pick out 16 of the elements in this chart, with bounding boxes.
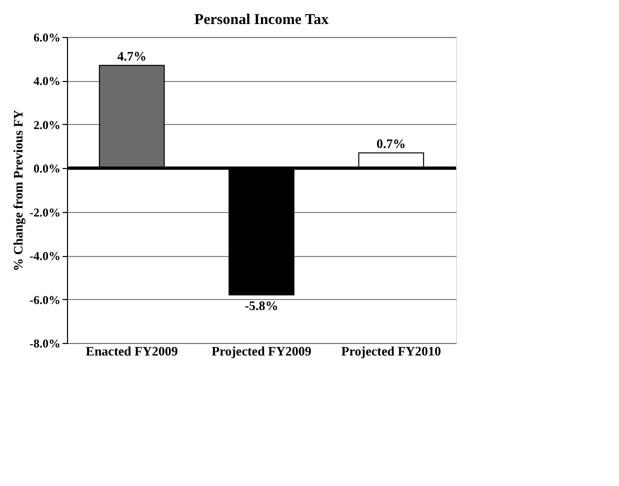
data-label: 0.7%: [376, 136, 406, 151]
y-tick-label: 2.0%: [34, 118, 60, 132]
y-tick-label: -6.0%: [30, 292, 60, 307]
x-tick-label: Projected FY2009: [212, 344, 312, 358]
data-label: 4.7%: [117, 48, 146, 64]
chart-title: Personal Income Tax: [194, 12, 330, 28]
x-tick-label: Projected FY2010: [341, 344, 442, 358]
y-tick-label: 0.0%: [34, 162, 60, 176]
y-tick-label: -2.0%: [30, 205, 60, 220]
y-tick-label: 4.0%: [34, 74, 60, 88]
x-tick-label: Enacted FY2009: [86, 344, 178, 358]
y-tick-label: -4.0%: [30, 249, 60, 264]
y-tick-label: 6.0%: [34, 30, 60, 44]
data-label: -5.8%: [244, 298, 278, 313]
y-tick-label: -8.0%: [30, 336, 60, 350]
y-axis-title: % Change from Previous FY: [10, 109, 26, 272]
